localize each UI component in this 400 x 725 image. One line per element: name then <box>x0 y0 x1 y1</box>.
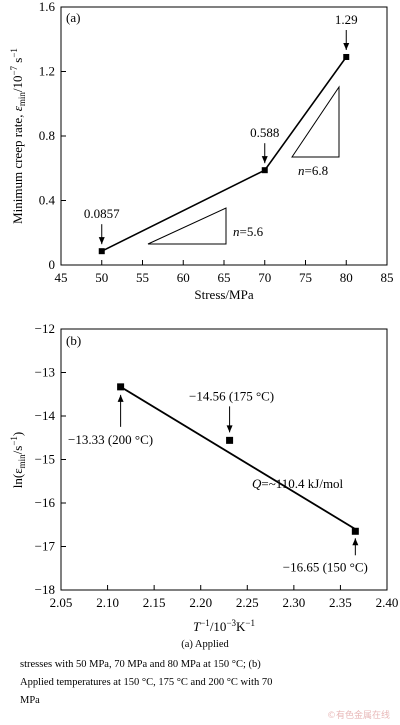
panel-b-x-ticks: 2.05 2.10 2.15 2.20 2.25 2.30 2.35 2.40 <box>50 585 399 610</box>
x-tick-label: 50 <box>95 270 108 285</box>
y-tick-label: −15 <box>35 452 55 467</box>
point-arrow-head <box>343 42 350 50</box>
x-tick-label: 55 <box>136 270 149 285</box>
data-point <box>351 527 359 535</box>
y-tick-label: −13 <box>35 365 55 380</box>
panel-a-y-axis-title: Minimum creep rate, εmin/10−7 s−1 <box>9 48 27 224</box>
panel-b-x-axis-title: T−1/10−3K−1 <box>193 618 255 634</box>
caption-line-4: MPa <box>20 695 40 706</box>
slope-triangle-5-6 <box>147 207 227 245</box>
panel-a-x-axis-title: Stress/MPa <box>194 287 253 302</box>
point-value-label: 0.588 <box>250 125 279 140</box>
point-arrow-head <box>98 237 105 245</box>
x-tick-label: 70 <box>258 270 271 285</box>
x-tick-label: 2.30 <box>282 595 305 610</box>
point-arrow-head <box>261 156 268 164</box>
point-arrow-head <box>117 394 124 402</box>
panel-b-chart: (b) 2.05 2.10 2.15 2.20 2.25 2.30 2.35 2.40 −12… <box>9 321 398 634</box>
panel-b-frame <box>60 328 388 591</box>
panel-b-y-ticks: −12 −13 −14 −15 −16 −17 −18 <box>35 321 66 597</box>
y-tick-label: 0.8 <box>39 128 55 143</box>
data-point <box>98 248 105 255</box>
panel-a-x-ticks: 45 50 55 60 65 70 75 80 85 <box>55 260 394 285</box>
point-arrow-head <box>352 538 359 546</box>
point-value-label: 0.0857 <box>84 206 120 221</box>
panel-b-point-labels: −13.33 (200 °C) −14.56 (175 °C) −16.65 (15… <box>68 388 368 574</box>
x-tick-label: 2.10 <box>96 595 119 610</box>
caption-line-2: stresses with 50 MPa, 70 MPa and 80 MPa … <box>20 659 261 670</box>
caption-line-3: Applied temperatures at 150 °C, 175 °C a… <box>20 677 273 688</box>
panel-a-chart: (a) 45 50 55 60 65 70 75 80 85 0 0.4 0.8 1.2 1.6 0.0… <box>9 0 394 302</box>
y-tick-label: 1.2 <box>39 64 55 79</box>
caption-line-1: (a) Applied <box>181 639 229 650</box>
x-tick-label: 65 <box>218 270 231 285</box>
point-value-label: 1.29 <box>335 12 358 27</box>
y-tick-label: 0 <box>49 257 56 272</box>
point-value-label: −13.33 (200 °C) <box>68 432 153 447</box>
panel-a-y-ticks: 0 0.4 0.8 1.2 1.6 <box>39 0 66 272</box>
point-arrow-head <box>226 425 233 433</box>
x-tick-label: 80 <box>340 270 353 285</box>
y-tick-label: −17 <box>35 539 56 554</box>
x-tick-label: 45 <box>55 270 68 285</box>
panel-a-frame <box>60 6 388 266</box>
slope-label-5-6: n=5.6 <box>233 224 264 239</box>
slope-triangle-6-8 <box>291 85 340 158</box>
x-tick-label: 2.35 <box>329 595 352 610</box>
y-tick-label: 0.4 <box>39 193 56 208</box>
figure: (a) 45 50 55 60 65 70 75 80 85 0 0.4 0.8 1.2 1.6 0.0… <box>9 0 398 634</box>
x-tick-label: 2.40 <box>376 595 399 610</box>
y-tick-label: −12 <box>35 321 55 336</box>
x-tick-label: 2.25 <box>236 595 259 610</box>
panel-a-series-line <box>101 56 347 252</box>
point-value-label: −14.56 (175 °C) <box>189 388 274 403</box>
x-tick-label: 2.20 <box>189 595 212 610</box>
panel-b-points <box>117 383 359 535</box>
data-point <box>261 167 268 174</box>
data-point <box>226 436 234 444</box>
panel-b-fit-line <box>120 386 356 530</box>
x-tick-label: 2.15 <box>143 595 166 610</box>
y-tick-label: −16 <box>35 495 56 510</box>
y-tick-label: −18 <box>35 582 55 597</box>
y-tick-label: −14 <box>35 408 56 423</box>
x-tick-label: 60 <box>177 270 190 285</box>
data-point <box>343 53 350 60</box>
data-point <box>117 383 125 391</box>
x-tick-label: 75 <box>299 270 312 285</box>
y-tick-label: 1.6 <box>39 0 56 14</box>
panel-a-points <box>98 53 350 255</box>
x-tick-label: 2.05 <box>50 595 73 610</box>
panel-a-point-labels: 0.0857 0.588 1.29 <box>84 12 358 245</box>
panel-b-y-axis-title: ln(εmin/s−1) <box>9 432 27 489</box>
watermark: ©有色金属在线 <box>326 711 390 721</box>
point-value-label: −16.65 (150 °C) <box>283 559 368 574</box>
x-tick-label: 85 <box>381 270 394 285</box>
panel-b-label: (b) <box>66 333 81 348</box>
activation-energy-label: Q=~110.4 kJ/mol <box>252 476 344 491</box>
slope-label-6-8: n=6.8 <box>298 163 328 178</box>
panel-a-label: (a) <box>66 10 80 25</box>
